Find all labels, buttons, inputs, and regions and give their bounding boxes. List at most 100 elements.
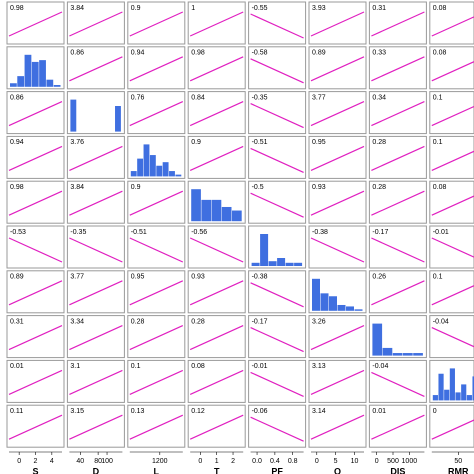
panel [66, 180, 125, 224]
panel [187, 46, 246, 90]
panel [248, 315, 307, 359]
correlation-label: 0.98 [191, 50, 205, 57]
correlation-label: 0.93 [312, 184, 326, 191]
correlation-label: -0.58 [252, 50, 268, 57]
hist-bar [337, 304, 346, 311]
correlation-label: 0.31 [372, 5, 386, 12]
hist-bar [169, 171, 175, 177]
panel [187, 135, 246, 179]
variable-label: RMR [448, 466, 469, 474]
hist-bar [31, 61, 39, 87]
panel [6, 91, 65, 135]
panel [368, 225, 427, 269]
fit-line [310, 145, 365, 171]
fit-line [8, 325, 63, 351]
fit-line [310, 56, 365, 82]
hist-bar [221, 206, 232, 222]
correlation-label: 0.98 [10, 5, 24, 12]
panel [429, 270, 474, 314]
panel [66, 404, 125, 448]
correlation-label: -0.35 [70, 229, 86, 236]
fit-line [431, 61, 474, 82]
hist-bar [149, 155, 156, 177]
fit-line [310, 237, 365, 263]
variable-label: Q [334, 466, 341, 474]
panel [308, 135, 367, 179]
panel [127, 315, 186, 359]
panel [66, 91, 125, 135]
panel [187, 225, 246, 269]
correlation-label: 0.84 [191, 94, 205, 101]
panel [187, 359, 246, 403]
correlation-label: 1 [191, 5, 195, 12]
hist-bar [24, 54, 32, 87]
correlation-label: 0.28 [372, 184, 386, 191]
hist-bar [413, 353, 423, 356]
panel [429, 180, 474, 224]
correlation-label: 0.9 [131, 184, 141, 191]
correlation-label: 0.86 [70, 50, 84, 57]
fit-line [69, 237, 123, 263]
hist-bar [372, 323, 383, 356]
correlation-label: 3.14 [312, 408, 326, 415]
panel [429, 46, 474, 90]
panel [308, 225, 367, 269]
fit-line [310, 325, 365, 351]
x-tick-label: 0 [198, 458, 202, 465]
correlation-label: 0.93 [191, 274, 205, 281]
correlation-label: -0.56 [191, 229, 207, 236]
correlation-label: -0.17 [372, 229, 388, 236]
correlation-label: -0.01 [433, 229, 449, 236]
hist-bar [39, 60, 46, 87]
correlation-label: -0.06 [252, 408, 268, 415]
hist-bar [455, 392, 461, 401]
hist-bar [277, 258, 286, 266]
fit-line [371, 56, 425, 82]
x-tick-label: 80 [94, 458, 102, 465]
hist-bar [46, 79, 54, 87]
correlation-label: 0.26 [372, 274, 386, 281]
fit-line [69, 190, 123, 216]
hist-bar [354, 309, 363, 311]
panel [308, 180, 367, 224]
correlation-label: 0.1 [433, 94, 443, 101]
hist-bar [285, 262, 294, 266]
panel [368, 270, 427, 314]
x-tick-label: 50 [454, 458, 462, 465]
hist-bar [329, 296, 337, 311]
panel [429, 315, 474, 359]
panel [308, 91, 367, 135]
fit-line [69, 325, 123, 351]
fit-line [250, 13, 304, 39]
panel [6, 359, 65, 403]
correlation-label: 3.15 [70, 408, 84, 415]
panel [248, 135, 307, 179]
fit-line [431, 285, 474, 306]
correlation-label: 0.28 [372, 139, 386, 146]
correlation-label: -0.51 [252, 139, 268, 146]
hist-bar [137, 158, 144, 177]
panel [368, 180, 427, 224]
fit-line [189, 11, 244, 37]
hist-bar [392, 353, 403, 356]
correlation-label: 0.1 [131, 363, 141, 370]
correlation-label: 3.1 [70, 363, 80, 370]
x-tick-label: 0 [17, 458, 21, 465]
hist-bar [449, 368, 455, 401]
correlation-label: 0.08 [433, 184, 447, 191]
hist-bar [143, 144, 150, 177]
panel [127, 180, 186, 224]
fit-line [371, 371, 425, 397]
hist-bar [472, 376, 474, 401]
panel [127, 225, 186, 269]
panel [66, 225, 125, 269]
hist-bar [175, 174, 182, 177]
variable-label: D [93, 466, 100, 474]
hist-bar [232, 210, 242, 222]
fit-line [310, 101, 365, 127]
correlation-label: -0.01 [252, 363, 268, 370]
hist-bar [191, 189, 201, 222]
panel [248, 1, 307, 45]
fit-line [69, 11, 123, 37]
panel [66, 359, 125, 403]
